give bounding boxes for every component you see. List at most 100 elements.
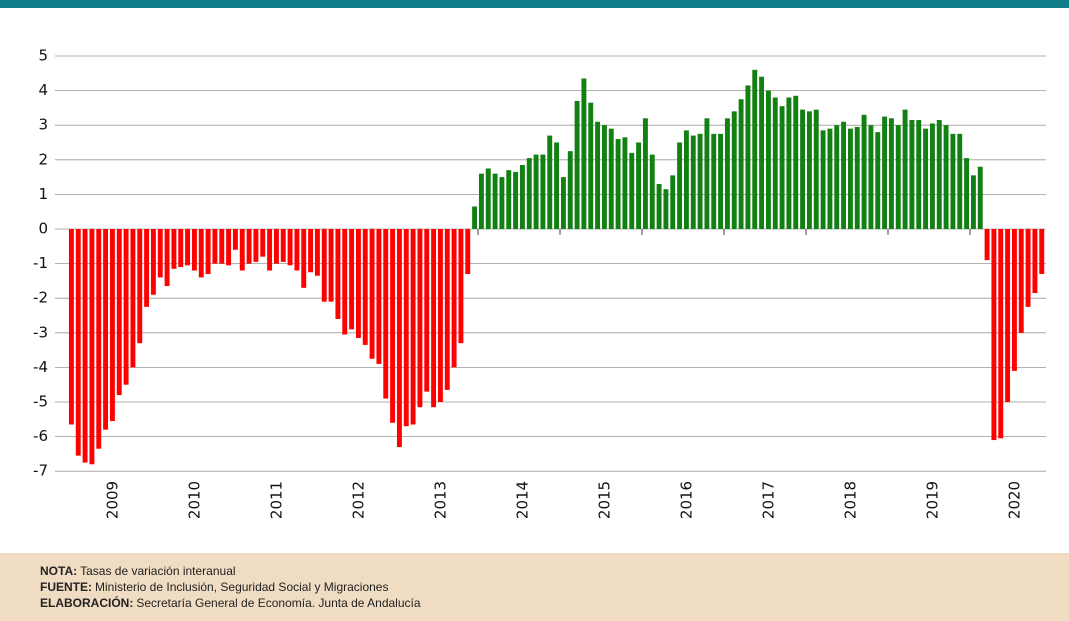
- bar: [731, 111, 737, 229]
- y-tick-label: 5: [38, 47, 48, 65]
- footer-notes: NOTA: Tasas de variación interanual FUENTE…: [0, 553, 1069, 621]
- bar: [622, 137, 628, 229]
- y-tick-label: 1: [38, 185, 48, 203]
- top-bar: [0, 0, 1069, 8]
- bar: [868, 125, 874, 229]
- bar: [690, 135, 696, 229]
- bar: [977, 166, 983, 229]
- bar: [137, 229, 143, 344]
- bar: [444, 229, 450, 390]
- bar: [567, 151, 573, 229]
- bar: [779, 106, 785, 229]
- bar: [226, 229, 232, 266]
- x-tick-label: 2014: [514, 481, 532, 519]
- bar: [929, 123, 935, 229]
- bar: [970, 175, 976, 229]
- x-tick-label: 2010: [186, 481, 204, 519]
- bar: [417, 229, 423, 408]
- bar: [485, 168, 491, 229]
- note: ELABORACIÓN: Secretaría General de Econom…: [40, 595, 1069, 611]
- bar: [813, 109, 819, 229]
- bar: [1018, 229, 1024, 333]
- bar: [96, 229, 102, 449]
- bar: [683, 130, 689, 229]
- bar: [410, 229, 416, 425]
- note-label: FUENTE:: [40, 580, 92, 594]
- x-tick-label: 2018: [842, 481, 860, 519]
- bar: [704, 118, 710, 229]
- bar: [601, 125, 607, 229]
- bar: [711, 133, 717, 229]
- bar: [882, 116, 888, 229]
- note: NOTA: Tasas de variación interanual: [40, 563, 1069, 579]
- bar: [260, 229, 266, 257]
- bar: [827, 128, 833, 229]
- bar: [478, 173, 484, 229]
- chart: -7 -6 -5 -4 -3 -2 -1 0 1 2 3 4 5 2009 2010 2011 2012 2013…: [33, 47, 1046, 519]
- x-tick-label: 2020: [1006, 481, 1024, 519]
- bar: [636, 142, 642, 229]
- bar: [854, 126, 860, 229]
- bar: [724, 118, 730, 229]
- bar: [642, 118, 648, 229]
- bar: [608, 128, 614, 229]
- bar: [670, 175, 676, 229]
- bar: [738, 99, 744, 229]
- bar: [841, 121, 847, 229]
- bar: [75, 229, 81, 456]
- bar: [533, 154, 539, 229]
- bar: [581, 78, 587, 230]
- bar: [178, 229, 184, 268]
- bar: [998, 229, 1004, 439]
- bar: [451, 229, 457, 368]
- bar: [157, 229, 163, 278]
- bar: [130, 229, 136, 368]
- bar: [82, 229, 88, 463]
- bar: [164, 229, 170, 287]
- bar: [321, 229, 327, 302]
- bar: [718, 133, 724, 229]
- bar: [239, 229, 245, 271]
- bar: [390, 229, 396, 423]
- bar: [349, 229, 355, 330]
- bar: [786, 97, 792, 230]
- bar: [984, 229, 990, 261]
- bar: [492, 173, 498, 229]
- bar: [697, 133, 703, 229]
- bar: [847, 128, 853, 229]
- bar: [629, 152, 635, 229]
- bar: [547, 135, 553, 229]
- y-tick-label: -4: [33, 358, 48, 376]
- bar: [308, 229, 314, 273]
- bar: [123, 229, 129, 385]
- bar: [663, 189, 669, 229]
- bar: [923, 128, 929, 229]
- bar: [472, 206, 478, 229]
- bar: [772, 97, 778, 230]
- bar: [950, 133, 956, 229]
- bar: [267, 229, 273, 271]
- bar: [902, 109, 908, 229]
- note-text: Ministerio de Inclusión, Seguridad Socia…: [95, 580, 389, 594]
- bar: [506, 170, 512, 229]
- bar: [759, 76, 765, 229]
- bar: [109, 229, 115, 422]
- x-tick-label: 2009: [104, 481, 122, 519]
- bar: [465, 229, 471, 274]
- y-tick-label: 3: [38, 116, 48, 134]
- bar: [342, 229, 348, 335]
- y-tick-label: 2: [38, 150, 48, 168]
- bar: [806, 111, 812, 229]
- bar: [185, 229, 191, 266]
- bar: [328, 229, 334, 302]
- bar: [820, 130, 826, 229]
- y-tick-label: -6: [33, 427, 48, 445]
- x-tick-label: 2016: [678, 481, 696, 519]
- bar: [116, 229, 122, 396]
- bar: [369, 229, 375, 359]
- y-tick-label: -7: [33, 462, 48, 480]
- bar: [526, 158, 532, 229]
- bar: [68, 229, 74, 425]
- bar: [656, 184, 662, 229]
